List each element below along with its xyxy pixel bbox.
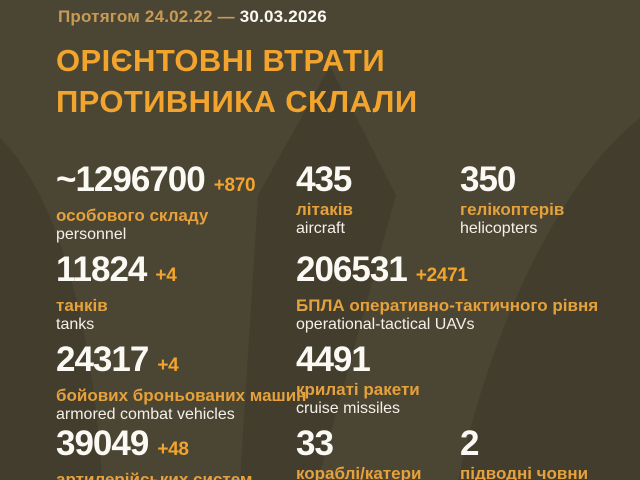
period-label: Протягом 24.02.22 —: [58, 7, 235, 26]
trident-center-prong: [240, 66, 396, 480]
stat-label-ua: особового складу: [56, 206, 209, 225]
stat-value: 33: [296, 424, 334, 463]
stat-tanks: 11824 +4 танків tanks: [56, 250, 177, 335]
stat-label-en: tanks: [56, 316, 95, 333]
stat-label-ua: бойових броньованих машин: [56, 386, 307, 405]
stat-personnel: ~1296700 +870 особового складу personnel: [56, 160, 256, 245]
title-line-1: ОРІЄНТОВНІ ВТРАТИ: [56, 43, 386, 78]
stat-label-ua: підводні човни: [460, 464, 589, 480]
stat-delta: +2471: [415, 265, 468, 286]
stat-label-en: operational-tactical UAVs: [296, 316, 475, 333]
stat-submarines: 2 підводні човни: [460, 426, 588, 480]
title-line-2: ПРОТИВНИКА СКЛАЛИ: [56, 84, 418, 119]
stat-label-ua: крилаті ракети: [296, 380, 420, 399]
trident-left-prong: [0, 138, 102, 480]
stat-value: 24317: [56, 340, 149, 379]
stat-number-row: 206531 +2471: [296, 252, 598, 294]
report-date: 30.03.2026: [239, 7, 327, 26]
stat-artillery-systems: 39049 +48 артилерійських систем: [56, 426, 253, 480]
stat-number-row: 11824 +4: [56, 250, 177, 294]
stat-value: 39049: [56, 424, 149, 463]
stat-value: 206531: [296, 250, 408, 289]
stat-aircraft: 435 літаків aircraft: [296, 162, 353, 239]
trident-right-prong: [458, 118, 640, 480]
stat-number-row: 350: [460, 162, 564, 198]
stat-label-ua: кораблі/катери: [296, 464, 422, 480]
stat-number-row: 24317 +4: [56, 342, 306, 384]
stat-label-en: personnel: [56, 226, 127, 243]
stat-delta: +4: [155, 265, 177, 286]
stat-delta: +48: [157, 439, 189, 460]
stat-boats: 33 кораблі/катери: [296, 426, 421, 480]
stat-number-row: 435: [296, 162, 353, 198]
stat-label-ua: гелікоптерів: [460, 200, 565, 219]
stat-cruise-missiles: 4491 крилаті ракети cruise missiles: [296, 342, 420, 419]
stat-value: 11824: [56, 250, 147, 289]
stat-number-row: 2: [460, 426, 588, 462]
stat-uavs: 206531 +2471 БПЛА оперативно-тактичного …: [296, 252, 598, 335]
stat-value: 435: [296, 160, 352, 199]
stat-label-ua: літаків: [296, 200, 353, 219]
stat-number-row: ~1296700 +870: [56, 160, 256, 204]
stat-value: 2: [460, 424, 479, 463]
stat-label-en: aircraft: [296, 220, 345, 237]
stat-label-en: armored combat vehicles: [56, 406, 235, 423]
stat-label-ua: танків: [56, 296, 108, 315]
stat-delta: +4: [157, 355, 179, 376]
stat-armored-combat-vehicles: 24317 +4 бойових броньованих машин armor…: [56, 342, 306, 425]
stat-value: ~1296700: [56, 160, 206, 199]
stat-number-row: 39049 +48: [56, 426, 253, 468]
stat-value: 350: [460, 160, 516, 199]
stat-delta: +870: [213, 175, 256, 196]
stat-label-en: helicopters: [460, 220, 538, 237]
page-title: ОРІЄНТОВНІ ВТРАТИ ПРОТИВНИКА СКЛАЛИ: [56, 40, 418, 122]
stat-number-row: 4491: [296, 342, 420, 378]
stat-helicopters: 350 гелікоптерів helicopters: [460, 162, 564, 239]
stat-value: 4491: [296, 340, 371, 379]
stat-label-en: cruise missiles: [296, 400, 401, 417]
stat-label-ua: БПЛА оперативно-тактичного рівня: [296, 296, 599, 315]
stat-label-ua: артилерійських систем: [56, 470, 253, 480]
stat-number-row: 33: [296, 426, 421, 462]
period-header: Протягом 24.02.22 — 30.03.2026: [58, 7, 327, 27]
